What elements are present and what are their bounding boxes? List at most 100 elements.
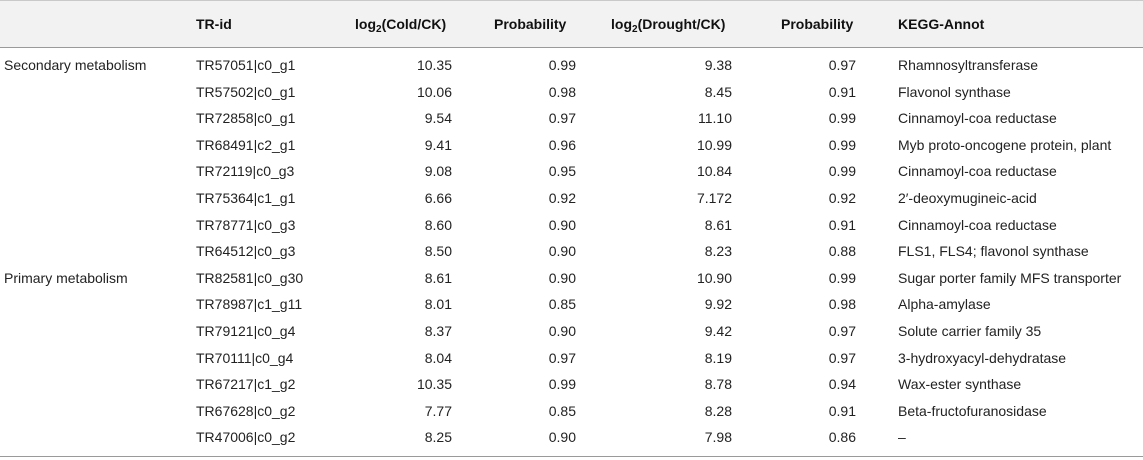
row-probability-cold: 0.97 <box>548 110 576 126</box>
row-log2-drought: 10.99 <box>696 137 732 153</box>
row-probability-cold: 0.90 <box>548 243 576 259</box>
row-log2-drought: 8.23 <box>704 243 732 259</box>
row-log2-drought: 8.45 <box>704 84 732 100</box>
header-drought-prefix: log <box>611 16 632 32</box>
row-probability-cold: 0.95 <box>548 163 576 179</box>
row-kegg-annot: Myb proto-oncogene protein, plant <box>898 137 1112 153</box>
row-probability-drought: 0.91 <box>828 403 856 419</box>
row-kegg-annot: FLS1, FLS4; flavonol synthase <box>898 243 1089 259</box>
row-log2-drought: 8.19 <box>704 350 732 366</box>
header-cold-rest: (Cold/CK) <box>381 16 447 32</box>
row-probability-drought: 0.99 <box>828 163 856 179</box>
row-log2-drought: 8.28 <box>704 403 732 419</box>
row-probability-cold: 0.99 <box>548 376 576 392</box>
row-trid: TR72119|c0_g3 <box>196 163 295 179</box>
header-kegg-annot: KEGG-Annot <box>898 16 985 32</box>
row-probability-drought: 0.92 <box>828 190 856 206</box>
row-probability-drought: 0.94 <box>828 376 856 392</box>
row-probability-cold: 0.90 <box>548 323 576 339</box>
row-kegg-annot: Beta-fructofuranosidase <box>898 403 1047 419</box>
row-probability-cold: 0.99 <box>548 57 576 73</box>
row-kegg-annot: – <box>898 429 906 445</box>
row-trid: TR75364|c1_g1 <box>196 190 296 206</box>
row-log2-drought: 9.38 <box>704 57 732 73</box>
row-log2-cold: 8.25 <box>424 429 452 445</box>
row-log2-cold: 8.04 <box>424 350 452 366</box>
row-probability-cold: 0.90 <box>548 217 576 233</box>
row-log2-drought: 8.78 <box>704 376 732 392</box>
row-kegg-annot: Cinnamoyl-coa reductase <box>898 110 1057 126</box>
header-log2-drought: log2(Drought/CK) <box>611 16 726 35</box>
header-probability-drought: Probability <box>781 16 854 32</box>
row-probability-cold: 0.90 <box>548 429 576 445</box>
row-log2-cold: 9.41 <box>424 137 452 153</box>
header-log2-cold: log2(Cold/CK) <box>355 16 447 35</box>
row-log2-drought: 10.84 <box>696 163 732 179</box>
row-log2-cold: 6.66 <box>424 190 452 206</box>
table-header-row: TR-id log2(Cold/CK) Probability log2(Dro… <box>0 0 1143 47</box>
row-log2-drought: 8.61 <box>704 217 732 233</box>
row-trid: TR78987|c1_g11 <box>196 296 303 312</box>
row-group-label: Secondary metabolism <box>4 57 147 73</box>
row-kegg-annot: Sugar porter family MFS transporter <box>898 270 1122 286</box>
row-probability-drought: 0.97 <box>828 57 856 73</box>
row-log2-drought: 9.92 <box>704 296 732 312</box>
row-probability-drought: 0.86 <box>828 429 856 445</box>
row-probability-drought: 0.99 <box>828 270 856 286</box>
row-probability-drought: 0.91 <box>828 217 856 233</box>
row-probability-cold: 0.85 <box>548 403 576 419</box>
row-group-label: Primary metabolism <box>4 270 128 286</box>
row-log2-cold: 9.54 <box>424 110 452 126</box>
row-trid: TR68491|c2_g1 <box>196 137 296 153</box>
row-kegg-annot: Cinnamoyl-coa reductase <box>898 217 1057 233</box>
row-log2-cold: 7.77 <box>424 403 452 419</box>
row-kegg-annot: Rhamnosyltransferase <box>898 57 1039 73</box>
row-log2-cold: 8.01 <box>424 296 452 312</box>
row-probability-drought: 0.97 <box>828 323 856 339</box>
row-log2-cold: 8.50 <box>424 243 452 259</box>
header-drought-rest: (Drought/CK) <box>637 16 726 32</box>
row-probability-cold: 0.90 <box>548 270 576 286</box>
row-probability-drought: 0.91 <box>828 84 856 100</box>
header-bottom-rule <box>0 47 1143 48</box>
row-kegg-annot: 2′-deoxymugineic-acid <box>898 190 1037 206</box>
row-kegg-annot: Cinnamoyl-coa reductase <box>898 163 1057 179</box>
row-log2-drought: 10.90 <box>696 270 732 286</box>
row-probability-drought: 0.99 <box>828 137 856 153</box>
row-log2-drought: 7.172 <box>696 190 732 206</box>
row-probability-drought: 0.98 <box>828 296 856 312</box>
row-log2-cold: 10.06 <box>416 84 452 100</box>
row-trid: TR64512|c0_g3 <box>196 243 296 259</box>
header-trid: TR-id <box>196 16 232 32</box>
header-cold-prefix: log <box>355 16 376 32</box>
table-bottom-rule <box>0 456 1143 457</box>
row-trid: TR78771|c0_g3 <box>196 217 296 233</box>
row-log2-drought: 11.10 <box>698 110 732 126</box>
row-probability-cold: 0.85 <box>548 296 576 312</box>
row-log2-cold: 10.35 <box>416 376 452 392</box>
header-probability-cold: Probability <box>494 16 567 32</box>
row-trid: TR67628|c0_g2 <box>196 403 296 419</box>
row-trid: TR82581|c0_g30 <box>196 270 304 286</box>
row-trid: TR72858|c0_g1 <box>196 110 296 126</box>
table-top-rule <box>0 0 1143 1</box>
header-cold-subscript: 2 <box>376 24 382 35</box>
row-log2-cold: 9.08 <box>424 163 452 179</box>
row-log2-drought: 7.98 <box>704 429 732 445</box>
row-probability-cold: 0.97 <box>548 350 576 366</box>
header-drought-subscript: 2 <box>632 24 638 35</box>
row-log2-drought: 9.42 <box>704 323 732 339</box>
row-kegg-annot: Wax-ester synthase <box>898 376 1022 392</box>
row-probability-cold: 0.96 <box>548 137 576 153</box>
row-probability-cold: 0.92 <box>548 190 576 206</box>
row-probability-drought: 0.97 <box>828 350 856 366</box>
row-trid: TR67217|c1_g2 <box>196 376 296 392</box>
row-trid: TR57502|c0_g1 <box>196 84 296 100</box>
row-trid: TR70111|c0_g4 <box>196 350 294 366</box>
row-kegg-annot: Solute carrier family 35 <box>898 323 1042 339</box>
row-trid: TR47006|c0_g2 <box>196 429 296 445</box>
row-trid: TR57051|c0_g1 <box>196 57 296 73</box>
row-kegg-annot: 3-hydroxyacyl-dehydratase <box>898 350 1067 366</box>
row-probability-drought: 0.88 <box>828 243 856 259</box>
